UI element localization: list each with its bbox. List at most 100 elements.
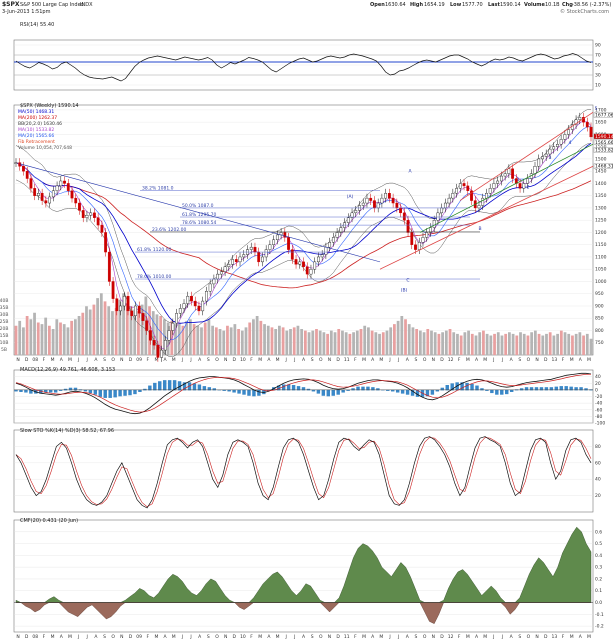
volume-bar xyxy=(493,333,496,355)
x-label-price: 11 xyxy=(344,357,350,363)
x-label-price: 10 xyxy=(240,357,246,363)
x-label-price: S xyxy=(207,357,210,363)
rsi-title: RSI(14) 55.40 xyxy=(20,22,55,28)
macd-hist-bar xyxy=(103,389,107,398)
volume-bar xyxy=(137,311,140,355)
candle-body xyxy=(257,251,261,263)
volume-bar xyxy=(181,325,185,355)
x-label-bottom: M xyxy=(379,634,383,640)
candle-body xyxy=(380,197,384,204)
price-tick: 1350 xyxy=(595,193,607,199)
macd-hist-bar xyxy=(539,387,544,391)
macd-hist-bar xyxy=(584,388,588,391)
macd-hist-bar xyxy=(351,388,355,391)
macd-hist-bar xyxy=(311,389,316,392)
current-flag xyxy=(593,139,613,145)
price-tick: 850 xyxy=(595,316,604,322)
volume-bar xyxy=(355,330,359,355)
volume-bar xyxy=(537,333,541,355)
x-label-bottom: A xyxy=(60,634,64,640)
x-label-price: M xyxy=(379,357,383,363)
volume-bar xyxy=(99,293,103,355)
volume-bar xyxy=(508,332,511,355)
x-label-price: J xyxy=(189,357,191,363)
x-label-bottom: O xyxy=(527,634,531,640)
candle-body xyxy=(365,197,369,204)
macd-hist-bar xyxy=(172,380,177,391)
x-label-bottom: A xyxy=(406,634,410,640)
candle-body xyxy=(190,295,193,302)
candle-body xyxy=(37,193,40,196)
macd-hist-bar xyxy=(505,389,509,395)
last-value: 1590.14 xyxy=(500,2,521,8)
macd-hist-bar xyxy=(73,387,78,391)
macd-hist-bar xyxy=(306,388,311,391)
macd-hist-bar xyxy=(579,387,583,391)
fib-label: 38.2% 1081.0 xyxy=(142,185,174,191)
x-label-price: O xyxy=(215,357,219,363)
macd-hist-bar xyxy=(192,383,197,391)
cmf-pane xyxy=(13,519,594,633)
macd-hist-bar xyxy=(281,384,286,391)
volume-bar xyxy=(174,324,177,355)
macd-hist-bar xyxy=(336,389,340,395)
wave-label: 4 xyxy=(569,140,572,146)
candle-body xyxy=(485,193,488,199)
macd-hist-bar xyxy=(569,386,573,391)
legend-ma10: MA(10) 1533.82 xyxy=(18,128,55,133)
candle-body xyxy=(346,217,350,223)
cmf-tick: 0.4 xyxy=(595,553,602,559)
volume-bar xyxy=(548,332,552,355)
price-legend: MA(50) 1468.31 MA(200) 1262.37 BB(20,2.0… xyxy=(18,110,72,152)
volume-bar xyxy=(589,338,593,355)
candle-body xyxy=(89,212,93,216)
wave-label: 3 xyxy=(549,155,552,161)
current-flag xyxy=(593,133,613,139)
volume-bar xyxy=(489,335,493,355)
rsi-tick: 70 xyxy=(595,53,601,59)
candle-body xyxy=(107,251,111,282)
candle-body xyxy=(272,239,276,245)
candle-body xyxy=(167,330,171,341)
candle-body xyxy=(331,237,335,243)
macd-hist-bar xyxy=(118,389,122,397)
macd-hist-bar xyxy=(242,389,246,395)
x-label-price: F xyxy=(146,357,149,363)
volume-bar xyxy=(240,330,244,355)
chart-date: 3-Jun-2013 1:51pm xyxy=(2,9,51,15)
candle-body xyxy=(455,188,458,194)
volume-bar xyxy=(337,329,341,355)
channel-upper xyxy=(459,112,594,201)
macd-hist-bar xyxy=(529,387,534,391)
candle-body xyxy=(25,170,29,179)
macd-hist-bar xyxy=(207,387,212,391)
macd-hist-bar xyxy=(53,389,58,393)
candle-body xyxy=(70,190,74,199)
macd-hist-bar xyxy=(19,389,23,392)
x-label-bottom: M xyxy=(587,634,591,640)
x-label-price: S xyxy=(415,357,418,363)
x-label-price: M xyxy=(276,357,280,363)
volume-bar xyxy=(389,327,393,355)
volume-bar xyxy=(70,320,74,355)
volume-bar xyxy=(188,319,192,355)
macd-hist-bar xyxy=(39,389,43,394)
macd-hist-bar xyxy=(202,386,207,391)
current-flag xyxy=(593,112,613,118)
price-tick: 800 xyxy=(595,328,604,334)
index-name: S&P 500 Large Cap Index xyxy=(20,2,84,8)
volume-bar xyxy=(559,330,563,355)
candle-body xyxy=(395,202,399,209)
x-label-bottom: D xyxy=(336,634,340,640)
candle-body xyxy=(298,261,302,265)
x-label-bottom: M xyxy=(51,634,55,640)
volume-bar xyxy=(411,327,415,355)
current-flag xyxy=(593,163,613,169)
x-label-bottom: O xyxy=(111,634,115,640)
candle-body xyxy=(432,219,436,228)
bb-upper xyxy=(15,109,592,323)
x-label-price: 09 xyxy=(136,357,142,363)
candle-body xyxy=(149,330,152,341)
volume-bar xyxy=(378,333,381,355)
x-label-bottom: A xyxy=(94,634,98,640)
